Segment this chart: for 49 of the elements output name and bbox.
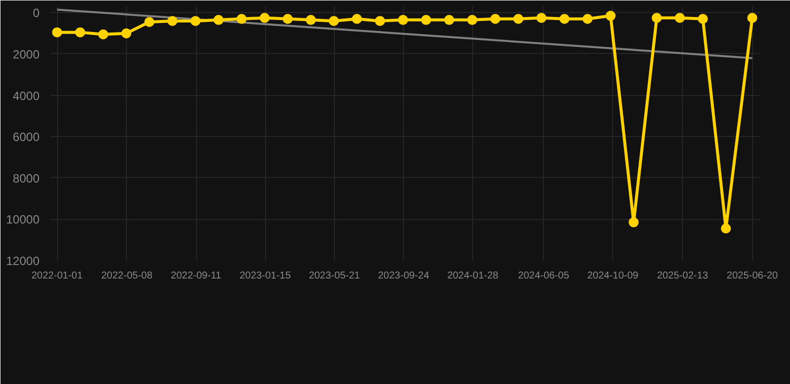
x-tick-label: 2024-01-28 (447, 270, 499, 282)
point (352, 14, 362, 24)
point (720, 224, 731, 234)
point (374, 16, 385, 26)
point (398, 14, 408, 25)
x-tick-label: 2023-05-21 (308, 270, 360, 282)
point (747, 12, 758, 23)
x-tick-label: 2023-01-15 (240, 270, 292, 282)
point (513, 14, 524, 24)
point (698, 14, 708, 24)
point (628, 217, 639, 228)
point (282, 14, 293, 24)
point (121, 28, 132, 38)
point (606, 10, 616, 21)
point (190, 16, 200, 26)
y-tick-label: 8000 (12, 171, 40, 186)
y-tick-label: 4000 (12, 88, 40, 103)
point (652, 12, 662, 23)
point (490, 14, 500, 24)
x-tick-label: 2024-10-09 (587, 270, 639, 282)
point (467, 14, 478, 25)
point (306, 14, 316, 25)
y-tick-label: 6000 (12, 130, 40, 144)
point (421, 14, 432, 25)
point (582, 14, 593, 24)
x-tick-label: 2022-01-01 (32, 270, 84, 282)
point (674, 12, 685, 23)
point (214, 14, 224, 25)
point (167, 16, 178, 26)
point (559, 14, 570, 24)
y-tick-label: 10000 (6, 212, 40, 227)
x-tick-label: 2025-02-13 (656, 270, 709, 282)
point (144, 16, 154, 27)
x-tick-label: 2024-06-05 (518, 270, 570, 282)
y-tick-label: 0 (32, 6, 40, 20)
x-tick-label: 2022-05-08 (101, 270, 153, 282)
x-tick-label: 2022-09-11 (170, 270, 222, 282)
point (328, 16, 339, 26)
point (260, 12, 270, 23)
point (444, 14, 454, 25)
point (536, 12, 546, 23)
point (236, 14, 247, 24)
y-tick-label: 12000 (6, 254, 40, 268)
y-tick-label: 2000 (12, 47, 40, 62)
point (52, 27, 62, 38)
point (98, 29, 108, 40)
point (75, 27, 86, 38)
x-tick-label: 2025-06-20 (726, 270, 778, 282)
x-tick-label: 2023-09-24 (378, 270, 430, 282)
